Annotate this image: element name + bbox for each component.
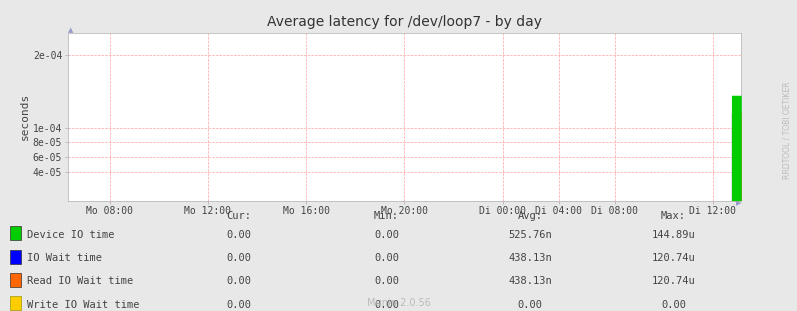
Text: 438.13n: 438.13n (508, 276, 552, 286)
Text: 0.00: 0.00 (517, 300, 543, 310)
Text: 0.00: 0.00 (226, 253, 252, 263)
Text: 120.74u: 120.74u (652, 276, 695, 286)
Text: ▲: ▲ (68, 27, 73, 33)
Text: 0.00: 0.00 (374, 230, 399, 240)
Text: 144.89u: 144.89u (652, 230, 695, 240)
Text: Write IO Wait time: Write IO Wait time (27, 300, 139, 310)
Text: Munin 2.0.56: Munin 2.0.56 (367, 298, 430, 308)
Y-axis label: seconds: seconds (20, 93, 30, 140)
Text: Read IO Wait time: Read IO Wait time (27, 276, 133, 286)
Text: Min:: Min: (374, 211, 399, 221)
Text: 0.00: 0.00 (661, 300, 686, 310)
Text: 0.00: 0.00 (226, 276, 252, 286)
Text: 438.13n: 438.13n (508, 253, 552, 263)
Text: 120.74u: 120.74u (652, 253, 695, 263)
Text: RRDTOOL / TOBI OETIKER: RRDTOOL / TOBI OETIKER (783, 82, 791, 179)
Text: ▶: ▶ (736, 201, 741, 207)
Text: 0.00: 0.00 (374, 300, 399, 310)
Text: 0.00: 0.00 (374, 253, 399, 263)
Text: 0.00: 0.00 (226, 300, 252, 310)
Text: 525.76n: 525.76n (508, 230, 552, 240)
Text: IO Wait time: IO Wait time (27, 253, 102, 263)
Title: Average latency for /dev/loop7 - by day: Average latency for /dev/loop7 - by day (267, 15, 542, 29)
Text: Avg:: Avg: (517, 211, 543, 221)
Text: 0.00: 0.00 (374, 276, 399, 286)
Text: Device IO time: Device IO time (27, 230, 115, 240)
Text: Cur:: Cur: (226, 211, 252, 221)
Text: 0.00: 0.00 (226, 230, 252, 240)
Text: Max:: Max: (661, 211, 686, 221)
